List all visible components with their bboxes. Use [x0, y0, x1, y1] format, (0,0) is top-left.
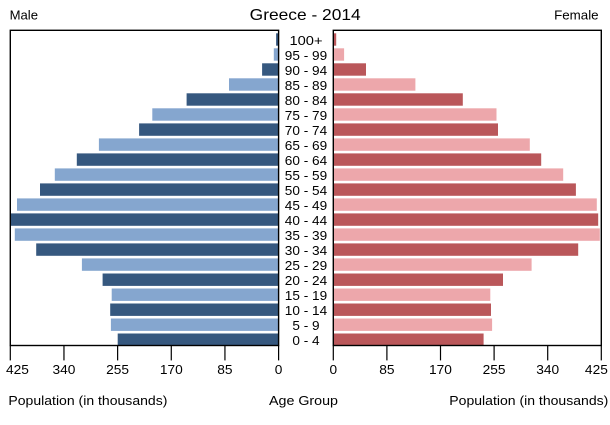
svg-text:100+: 100+	[290, 34, 323, 48]
svg-text:70 - 74: 70 - 74	[285, 124, 327, 138]
svg-text:5 - 9: 5 - 9	[292, 319, 319, 333]
svg-text:0: 0	[330, 362, 338, 377]
svg-text:425: 425	[6, 362, 29, 377]
svg-text:Female: Female	[554, 9, 599, 23]
svg-text:50 - 54: 50 - 54	[285, 184, 327, 198]
svg-text:Male: Male	[10, 9, 38, 23]
svg-text:95 - 99: 95 - 99	[285, 49, 327, 63]
svg-text:Population (in thousands): Population (in thousands)	[449, 394, 608, 408]
svg-text:45 - 49: 45 - 49	[285, 199, 327, 213]
svg-text:30 - 34: 30 - 34	[285, 244, 327, 258]
svg-text:170: 170	[429, 362, 452, 377]
svg-text:255: 255	[106, 362, 129, 377]
svg-text:40 - 44: 40 - 44	[285, 214, 327, 228]
svg-text:Population (in thousands): Population (in thousands)	[8, 394, 167, 408]
svg-text:0: 0	[275, 362, 283, 377]
svg-text:340: 340	[536, 362, 559, 377]
svg-text:75 - 79: 75 - 79	[285, 109, 327, 123]
svg-text:25 - 29: 25 - 29	[285, 259, 327, 273]
svg-text:80 - 84: 80 - 84	[285, 94, 327, 108]
svg-text:170: 170	[160, 362, 183, 377]
svg-text:20 - 24: 20 - 24	[285, 274, 327, 288]
svg-text:65 - 69: 65 - 69	[285, 139, 327, 153]
svg-text:Greece - 2014: Greece - 2014	[250, 7, 361, 24]
svg-text:90 - 94: 90 - 94	[285, 64, 327, 78]
svg-text:85: 85	[379, 362, 394, 377]
svg-text:85: 85	[217, 362, 232, 377]
svg-text:35 - 39: 35 - 39	[285, 229, 327, 243]
svg-text:15 - 19: 15 - 19	[285, 289, 327, 303]
svg-text:340: 340	[53, 362, 76, 377]
svg-text:Age Group: Age Group	[269, 394, 338, 408]
svg-text:85 - 89: 85 - 89	[285, 79, 327, 93]
svg-text:425: 425	[585, 362, 608, 377]
svg-text:10 - 14: 10 - 14	[285, 304, 327, 318]
svg-text:60 - 64: 60 - 64	[285, 154, 327, 168]
svg-text:55 - 59: 55 - 59	[285, 169, 327, 183]
svg-text:0 - 4: 0 - 4	[292, 334, 319, 348]
svg-text:255: 255	[483, 362, 506, 377]
